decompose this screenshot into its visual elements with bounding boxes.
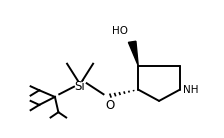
Text: Si: Si: [75, 80, 85, 93]
Polygon shape: [128, 41, 138, 66]
Text: NH: NH: [183, 85, 199, 95]
Text: HO: HO: [112, 26, 128, 36]
Text: O: O: [106, 99, 115, 112]
